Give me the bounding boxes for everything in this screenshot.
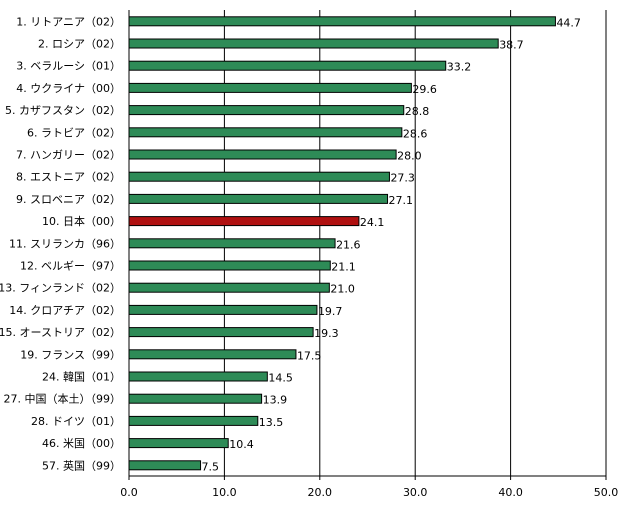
category-label: 2. ロシア（02）: [38, 38, 121, 51]
x-tick-label: 30.0: [403, 486, 428, 499]
bar: [128, 149, 397, 160]
bars: [128, 16, 556, 471]
value-label: 29.6: [412, 83, 437, 96]
category-label: 10. 日本（00）: [42, 214, 121, 228]
category-label: 8. エストニア（02）: [16, 171, 121, 184]
bar: [128, 371, 268, 382]
bar: [128, 282, 330, 293]
bar: [128, 349, 297, 360]
bar: [128, 304, 318, 315]
category-label: 12. ベルギー（97）: [20, 260, 121, 273]
x-tick-label: 40.0: [498, 486, 523, 499]
value-label: 28.0: [397, 150, 422, 163]
bar: [128, 415, 259, 426]
x-tick-label: 50.0: [594, 486, 619, 499]
value-label: 24.1: [360, 216, 385, 229]
value-label: 19.7: [318, 305, 343, 318]
x-tick-label: 20.0: [308, 486, 333, 499]
category-label: 15. オーストリア（02）: [0, 326, 121, 339]
value-label: 21.0: [330, 283, 355, 296]
bar: [128, 460, 202, 471]
x-tick-labels: 0.0 10.0 20.0 30.0 40.0 50.0: [120, 476, 618, 499]
value-label: 28.8: [405, 105, 430, 118]
category-label: 46. 米国（00）: [42, 437, 121, 450]
value-label: 10.4: [229, 438, 254, 451]
category-label: 11. スリランカ（96）: [9, 237, 121, 250]
category-label: 1. リトアニア（02）: [16, 15, 121, 28]
bar: [128, 438, 229, 449]
value-label: 44.7: [556, 16, 581, 29]
category-label: 7. ハンガリー（02）: [16, 149, 121, 162]
bar: [128, 127, 403, 138]
bar: [128, 171, 390, 182]
value-label: 21.1: [331, 261, 356, 274]
value-label: 38.7: [499, 39, 524, 52]
x-tick-label: 0.0: [120, 486, 138, 499]
value-label: 33.2: [447, 61, 472, 74]
bar: [128, 393, 263, 404]
value-label: 28.6: [403, 127, 428, 140]
bar: [128, 105, 405, 116]
bar: [128, 82, 412, 93]
bar-highlighted: [128, 216, 360, 227]
axes: [128, 10, 606, 477]
category-label: 28. ドイツ（01）: [31, 415, 121, 428]
category-label: 24. 韓国（01）: [42, 371, 121, 384]
value-label: 7.5: [202, 460, 220, 473]
value-label: 21.6: [336, 238, 361, 251]
category-label: 13. フィンランド（02）: [0, 282, 121, 295]
category-label: 14. クロアチア（02）: [9, 304, 121, 317]
bar: [128, 327, 314, 338]
bar: [128, 260, 331, 271]
bar: [128, 60, 447, 71]
value-label: 14.5: [268, 372, 293, 385]
value-label: 13.5: [259, 416, 284, 429]
category-label: 57. 英国（99）: [42, 458, 121, 472]
category-labels: 1. リトアニア（02） 2. ロシア（02） 3. ベラルーシ（01） 4. ウクラ…: [0, 15, 121, 472]
value-label: 27.3: [390, 172, 415, 185]
bar: [128, 193, 389, 204]
value-labels: 44.7 38.7 33.2 29.6 28.8 28.6 28.0 27.3 27.1 24.1…: [202, 16, 581, 473]
bar: [128, 238, 336, 249]
category-label: 19. フランス（99）: [20, 348, 121, 361]
value-label: 17.5: [297, 349, 322, 362]
bar: [128, 16, 556, 27]
value-label: 27.1: [389, 194, 414, 207]
x-tick-label: 10.0: [212, 486, 237, 499]
bar: [128, 38, 499, 49]
value-label: 13.9: [263, 394, 288, 407]
category-label: 4. ウクライナ（00）: [16, 82, 121, 95]
category-label: 5. カザフスタン（02）: [5, 104, 121, 117]
category-label: 3. ベラルーシ（01）: [16, 60, 121, 73]
category-label: 27. 中国（本土）（99）: [4, 392, 122, 406]
value-label: 19.3: [314, 327, 339, 340]
category-label: 6. ラトビア（02）: [27, 126, 121, 139]
category-label: 9. スロベニア（02）: [16, 193, 121, 206]
